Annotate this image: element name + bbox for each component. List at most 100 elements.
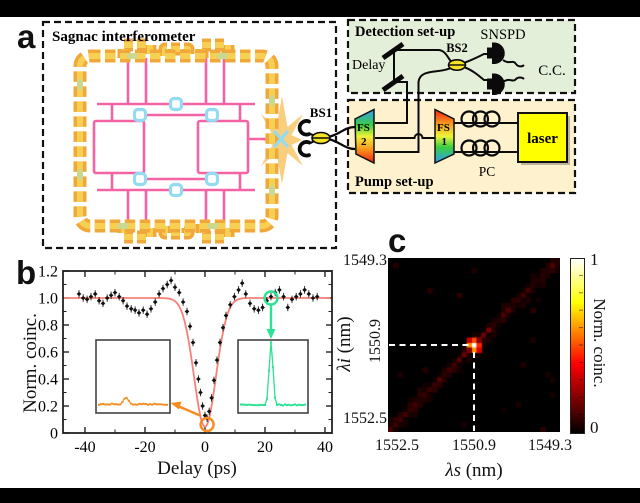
lambda-i-symbol: λi bbox=[334, 358, 355, 372]
data-point bbox=[76, 291, 82, 297]
data-point bbox=[302, 287, 307, 293]
panel-c-ylabel: λi (nm) bbox=[334, 294, 356, 394]
laser-label: laser bbox=[527, 131, 558, 147]
snspd-label: SNSPD bbox=[480, 27, 525, 43]
data-point bbox=[202, 413, 208, 418]
data-point bbox=[156, 291, 162, 297]
lambda-s-tick-1550.9: 1550.9 bbox=[452, 437, 496, 454]
lambda-s-unit: (nm) bbox=[460, 460, 503, 481]
data-point bbox=[108, 293, 114, 298]
colorbar bbox=[570, 258, 585, 434]
bs1-coupler-icon bbox=[297, 119, 356, 158]
sagnac-title: Sagnac interferometer bbox=[52, 29, 196, 45]
data-point bbox=[298, 291, 303, 297]
data-point bbox=[247, 301, 253, 306]
data-point bbox=[217, 340, 223, 345]
fiber-stretcher-2-icon bbox=[354, 108, 375, 165]
ring-couplers bbox=[132, 96, 220, 198]
delay-label: Delay bbox=[352, 58, 385, 73]
laser-box bbox=[517, 112, 570, 165]
data-point bbox=[120, 298, 126, 303]
orange-marker-circle bbox=[199, 416, 215, 433]
data-point bbox=[152, 299, 158, 305]
left-inset bbox=[95, 339, 171, 414]
colorbar-min-label: 0 bbox=[590, 418, 599, 437]
x-tick-label: 0 bbox=[201, 439, 209, 456]
colorbar-title: Norm. coinc. bbox=[590, 298, 609, 388]
detection-box bbox=[346, 18, 577, 95]
joint-spectrum-heatmap bbox=[388, 258, 560, 432]
y-tick-label: 1.2 bbox=[38, 264, 58, 281]
y-tick-label: 0.2 bbox=[38, 399, 58, 416]
cc-label: C.C. bbox=[538, 63, 566, 79]
data-point bbox=[211, 378, 217, 383]
lambda-s-tick-1552.5: 1552.5 bbox=[375, 437, 419, 454]
fs2-label: FS bbox=[357, 122, 370, 134]
orange-arrow-icon bbox=[170, 401, 182, 410]
data-point bbox=[100, 301, 106, 306]
data-point bbox=[184, 309, 190, 314]
data-point bbox=[277, 287, 282, 293]
data-point bbox=[196, 376, 201, 382]
lambda-s-symbol: λs bbox=[445, 460, 461, 481]
panel-a-letter: a bbox=[17, 18, 36, 55]
data-point bbox=[193, 360, 199, 366]
data-point bbox=[256, 307, 261, 313]
y-tick-label: 1.0 bbox=[38, 291, 58, 308]
data-point bbox=[124, 303, 130, 309]
data-point bbox=[176, 290, 182, 295]
fiber-stretcher-1-icon bbox=[434, 108, 455, 165]
data-point bbox=[239, 280, 245, 286]
lambda-i-unit: (nm) bbox=[334, 316, 355, 359]
data-point bbox=[190, 340, 196, 345]
fs2-num: 2 bbox=[361, 136, 367, 148]
data-point bbox=[140, 307, 146, 313]
panel-c-crosshair bbox=[389, 274, 583, 431]
bs2-coupler-icon bbox=[447, 58, 467, 71]
panel-b-chart: -40 -20 0 20 40 0 0.2 0.4 0.6 0.8 1.0 1.2 bbox=[38, 264, 333, 457]
x-tick-label: 40 bbox=[317, 439, 333, 456]
x-tick-label: -40 bbox=[74, 439, 95, 456]
data-point bbox=[268, 294, 274, 299]
data-point bbox=[168, 278, 174, 283]
data-point bbox=[112, 290, 118, 295]
data-point bbox=[187, 324, 193, 329]
data-point bbox=[164, 282, 170, 287]
y-tick-label: 0 bbox=[50, 426, 58, 443]
data-point bbox=[132, 307, 138, 313]
data-point bbox=[227, 302, 233, 308]
data-point bbox=[281, 294, 286, 299]
data-point bbox=[236, 287, 241, 293]
data-point bbox=[128, 306, 134, 312]
data-point bbox=[172, 284, 178, 290]
data-point bbox=[104, 295, 110, 301]
green-arrow-icon bbox=[266, 329, 276, 339]
data-point bbox=[206, 409, 212, 414]
data-point bbox=[209, 395, 214, 401]
fs1-label: FS bbox=[437, 122, 450, 134]
bs1-label: BS1 bbox=[310, 105, 332, 120]
panel-b-letter: b bbox=[16, 254, 37, 291]
data-point bbox=[293, 294, 299, 299]
x-tick-label: -20 bbox=[134, 439, 155, 456]
data-point bbox=[214, 357, 220, 363]
y-tick-label: 0.8 bbox=[38, 318, 58, 335]
y-tick-label: 0.4 bbox=[38, 372, 58, 389]
data-point bbox=[92, 291, 98, 297]
bond-pad-ring bbox=[73, 38, 279, 244]
data-point bbox=[289, 297, 295, 302]
data-point bbox=[116, 294, 122, 299]
lambda-i-tick-1550.9: 1550.9 bbox=[367, 319, 384, 363]
fs1-num: 1 bbox=[442, 136, 448, 148]
data-point bbox=[80, 295, 86, 301]
data-point bbox=[148, 306, 154, 312]
panel-b-xlabel: Delay (ps) bbox=[157, 458, 237, 479]
data-point bbox=[243, 291, 249, 297]
panel-a-schematic: Sagnac interferometer Detection set-up P… bbox=[41, 18, 577, 250]
lambda-i-tick-1552.5: 1552.5 bbox=[343, 410, 387, 427]
lambda-s-tick-1549.3: 1549.3 bbox=[528, 437, 572, 454]
waveguide-network bbox=[92, 58, 274, 236]
data-point bbox=[251, 306, 257, 312]
